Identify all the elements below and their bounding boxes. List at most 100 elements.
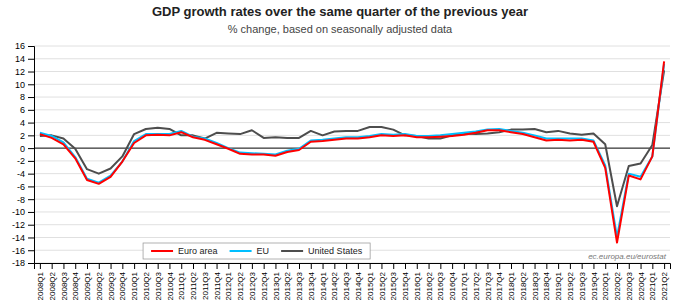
x-tick: 2014Q1: [319, 263, 328, 300]
y-axis: -18-16-14-12-10-8-6-4-20246810121416: [12, 41, 35, 268]
y-tick: -16: [12, 246, 34, 256]
x-tick: 2013Q2: [283, 263, 292, 300]
x-axis: 2008Q12008Q22008Q32008Q42009Q12009Q22009…: [35, 263, 671, 300]
x-tick: 2010Q4: [166, 263, 175, 300]
x-tick: 2012Q2: [236, 263, 245, 300]
legend-swatch: [230, 250, 252, 252]
x-tick-mark: [405, 263, 406, 269]
x-tick-mark: [40, 263, 41, 269]
y-tick-label: -6: [17, 182, 25, 192]
x-tick-label: 2018Q3: [531, 271, 540, 300]
x-tick-label: 2019Q1: [554, 271, 563, 300]
x-tick-mark: [487, 263, 488, 269]
x-tick: 2012Q1: [224, 263, 233, 300]
legend-item: EU: [230, 246, 270, 256]
x-tick-label: 2011Q2: [189, 271, 198, 299]
x-tick-label: 2015Q3: [389, 271, 398, 300]
x-tick-mark: [605, 263, 606, 269]
y-tick-mark: [28, 110, 34, 111]
x-tick-mark: [346, 263, 347, 269]
y-tick-mark: [28, 174, 34, 175]
x-tick-mark: [52, 263, 53, 269]
x-tick-mark: [111, 263, 112, 269]
subtitle: % change, based on seasonally adjusted d…: [228, 23, 453, 35]
x-tick: 2013Q1: [272, 263, 281, 300]
x-tick: 2020Q2: [613, 263, 622, 300]
x-tick-mark: [334, 263, 335, 269]
x-tick-label: 2008Q1: [36, 271, 45, 300]
x-tick: 2009Q4: [118, 263, 127, 300]
y-tick-label: -10: [12, 207, 25, 217]
x-tick-label: 2010Q2: [142, 271, 151, 300]
x-tick-label: 2008Q3: [60, 271, 69, 300]
y-tick-label: 0: [20, 143, 25, 153]
x-tick-mark: [664, 263, 665, 269]
x-tick: 2019Q2: [566, 263, 575, 300]
x-tick-label: 2014Q2: [330, 271, 339, 300]
x-tick-label: 2016Q1: [413, 271, 422, 300]
x-tick-label: 2016Q2: [425, 271, 434, 300]
x-tick-mark: [146, 263, 147, 269]
x-tick-label: 2020Q1: [601, 271, 610, 300]
y-tick-mark: [28, 186, 34, 187]
y-tick: -2: [17, 156, 34, 166]
y-tick-label: 14: [15, 54, 25, 64]
x-tick-mark: [452, 263, 453, 269]
x-tick-label: 2009Q2: [95, 271, 104, 300]
x-tick-label: 2016Q4: [448, 271, 457, 300]
x-tick-mark: [323, 263, 324, 269]
x-tick: 2015Q4: [401, 263, 410, 300]
x-tick-mark: [205, 263, 206, 269]
y-tick-mark: [28, 263, 34, 264]
x-tick: 2009Q3: [107, 263, 116, 300]
y-tick-label: -18: [12, 258, 25, 268]
x-tick-label: 2013Q1: [272, 271, 281, 300]
legend-swatch: [281, 250, 303, 252]
chart: GDP growth rates over the same quarter o…: [0, 0, 680, 307]
y-tick-mark: [28, 199, 34, 200]
x-tick-label: 2009Q1: [83, 271, 92, 300]
x-tick-label: 2015Q4: [401, 271, 410, 300]
x-tick: 2008Q2: [48, 263, 57, 300]
y-tick-mark: [28, 161, 34, 162]
grid-line: [34, 109, 670, 110]
series-line: [40, 64, 664, 237]
x-tick: 2017Q2: [472, 263, 481, 300]
x-tick-mark: [652, 263, 653, 269]
x-tick-mark: [370, 263, 371, 269]
x-tick-mark: [217, 263, 218, 269]
x-tick: 2020Q1: [601, 263, 610, 300]
x-tick-label: 2014Q1: [319, 271, 328, 300]
grid: [34, 46, 670, 263]
x-tick: 2017Q3: [484, 263, 493, 300]
y-tick-label: -8: [17, 195, 25, 205]
x-tick: 2011Q3: [201, 263, 210, 300]
x-tick-label: 2018Q4: [542, 271, 551, 300]
x-tick: 2020Q3: [625, 263, 634, 300]
x-tick: 2011Q2: [189, 263, 198, 300]
x-tick-mark: [593, 263, 594, 269]
x-tick-mark: [476, 263, 477, 269]
legend-label: EU: [257, 246, 270, 256]
y-tick-mark: [28, 46, 34, 47]
x-tick: 2016Q2: [425, 263, 434, 300]
y-tick-mark: [28, 72, 34, 73]
y-tick: 14: [15, 54, 34, 64]
y-tick-label: 6: [20, 105, 25, 115]
y-tick: -8: [17, 195, 34, 205]
x-tick-mark: [617, 263, 618, 269]
x-tick-label: 2011Q4: [213, 271, 222, 299]
x-tick-mark: [464, 263, 465, 269]
x-tick-mark: [440, 263, 441, 269]
y-tick: -10: [12, 207, 34, 217]
x-tick-label: 2017Q4: [495, 271, 504, 300]
grid-line: [34, 84, 670, 85]
y-tick-label: 12: [15, 67, 25, 77]
y-tick-mark: [28, 84, 34, 85]
x-tick-mark: [264, 263, 265, 269]
y-tick: 12: [15, 67, 34, 77]
y-tick-label: -16: [12, 246, 25, 256]
x-tick: 2012Q3: [248, 263, 257, 300]
x-tick: 2012Q4: [260, 263, 269, 300]
y-tick-mark: [28, 250, 34, 251]
